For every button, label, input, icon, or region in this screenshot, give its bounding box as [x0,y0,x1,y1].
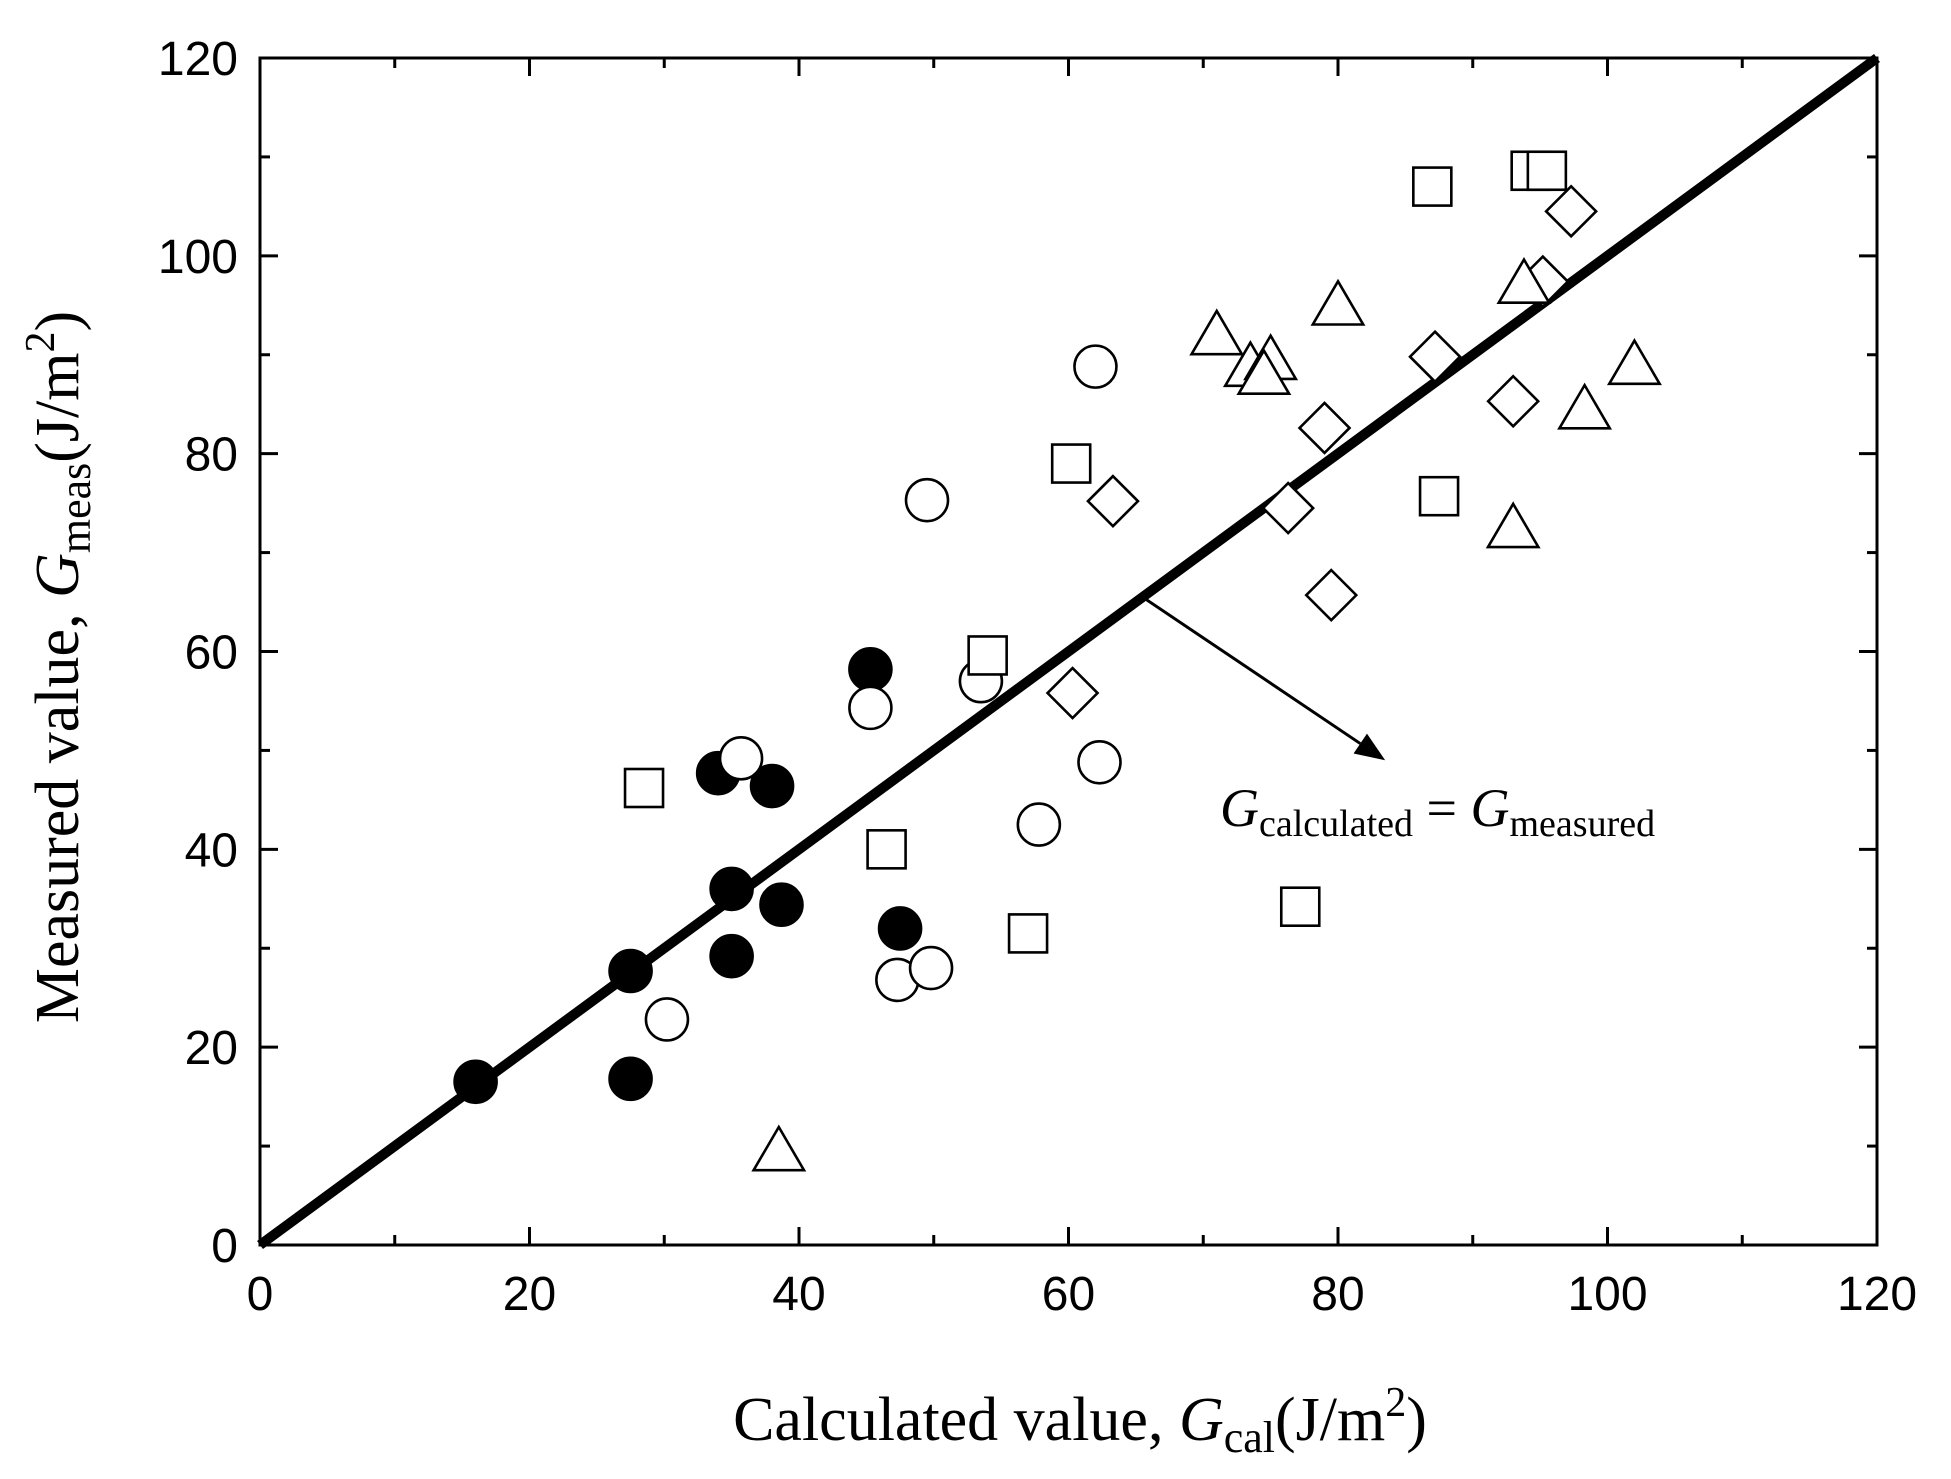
data-point [1544,184,1598,239]
data-point [608,1056,653,1102]
x-tick-labels: 0 20 40 60 80 100 120 [247,1268,1917,1321]
data-point [904,477,950,523]
x-title-prefix: Calculated value, [733,1386,1179,1454]
annotation-sub-right: measured [1509,803,1655,845]
x-title-unit-open: (J/m [1275,1386,1385,1454]
data-point [1496,256,1552,305]
data-point [1297,401,1352,455]
data-point [1304,568,1359,622]
y-tick-labels: 0 20 40 60 80 100 120 [158,33,238,1273]
y-axis-title: Measured value, Gmeas(J/m2) [18,311,100,1023]
data-point [877,906,923,951]
data-point [848,647,893,692]
annotation-arrow [1141,595,1386,761]
annotation-arrow-head [1353,733,1386,761]
data-point [759,882,804,928]
data-point [1412,166,1453,207]
x-tick-label: 100 [1567,1268,1647,1321]
y-tick-label: 120 [158,33,238,86]
data-point [751,1124,807,1172]
reference-line-group [257,53,1880,1250]
y-tick-label: 80 [185,429,238,482]
y-title-symbol: G [24,553,92,598]
data-point [1073,344,1118,389]
y-tick-label: 40 [185,824,238,877]
data-point [718,736,764,781]
data-markers [453,150,1662,1172]
y-tick-label: 0 [211,1220,238,1273]
data-point [1418,475,1460,517]
axis-ticks [258,56,1879,1247]
data-point [1486,374,1541,429]
annotation-arrow-shaft [1141,595,1362,745]
data-point [453,1059,498,1105]
data-point [1086,474,1140,528]
y-tick-label: 100 [158,231,238,284]
x-title-symbol: G [1179,1386,1224,1454]
data-point [608,948,653,994]
annotation-sub-left: calculated [1259,803,1413,845]
data-point [1485,501,1541,549]
data-point [1050,443,1092,484]
data-point [1077,739,1122,785]
y-title-unit-sup: 2 [18,332,64,353]
annotation-equation: Gcalculated = Gmeasured [1220,778,1655,845]
data-point [1606,338,1662,386]
data-point [1045,666,1100,720]
x-tick-label: 60 [1042,1268,1095,1321]
y-title-subscript: meas [51,463,100,553]
series-open-triangle [751,256,1662,1172]
data-point [623,767,665,809]
y-tick-label: 60 [185,627,238,680]
data-point [709,933,754,979]
series-open-square [623,150,1568,954]
data-point [709,866,754,912]
y-title-prefix: Measured value, [24,598,92,1023]
x-axis-title: Calculated value, Gcal(J/m2) [733,1380,1427,1462]
reference-line [257,53,1880,1250]
data-point [848,685,893,731]
x-tick-label: 40 [772,1268,825,1321]
data-point [1016,802,1062,847]
data-point [644,997,690,1042]
data-point [749,763,795,809]
data-point [1526,150,1568,192]
y-tick-label: 20 [185,1022,238,1075]
data-point [1007,913,1049,954]
x-title-subscript: cal [1224,1413,1275,1462]
data-point [1310,278,1366,326]
data-point [1236,347,1292,396]
y-title-unit-open: (J/m [24,353,92,463]
x-tick-label: 80 [1311,1268,1364,1321]
data-point [1408,329,1462,384]
data-point [967,635,1008,676]
y-title-unit-close: ) [24,311,92,332]
data-point [1189,308,1245,356]
data-point [908,945,954,991]
annotation-equals: = [1413,778,1470,838]
x-title-unit-close: ) [1406,1386,1427,1454]
x-tick-label: 20 [503,1268,556,1321]
data-point [1261,481,1315,535]
x-title-unit-sup: 2 [1385,1380,1406,1426]
data-point [866,829,907,870]
series-filled-circle [453,647,923,1105]
annotation-symbol-left: G [1220,778,1259,838]
plot-area-frame [258,56,1879,1247]
annotation-symbol-right: G [1470,778,1509,838]
x-tick-label: 120 [1837,1268,1917,1321]
data-point [1557,382,1613,430]
data-point [1279,886,1321,928]
x-tick-label: 0 [247,1268,274,1321]
